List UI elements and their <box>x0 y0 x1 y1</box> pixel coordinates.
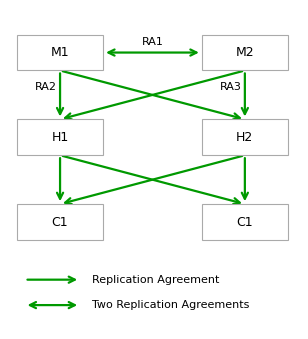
Text: C1: C1 <box>237 216 253 228</box>
Text: M2: M2 <box>236 46 254 59</box>
Text: Replication Agreement: Replication Agreement <box>92 275 220 285</box>
Text: RA1: RA1 <box>141 37 164 47</box>
Text: C1: C1 <box>52 216 68 228</box>
FancyBboxPatch shape <box>17 120 103 155</box>
Text: RA2: RA2 <box>34 82 57 92</box>
Text: H1: H1 <box>51 131 69 144</box>
FancyBboxPatch shape <box>17 35 103 71</box>
FancyBboxPatch shape <box>202 204 288 240</box>
Text: M1: M1 <box>51 46 69 59</box>
Text: H2: H2 <box>236 131 253 144</box>
FancyBboxPatch shape <box>202 120 288 155</box>
FancyBboxPatch shape <box>202 35 288 71</box>
FancyBboxPatch shape <box>17 204 103 240</box>
Text: Two Replication Agreements: Two Replication Agreements <box>92 300 250 310</box>
Text: RA3: RA3 <box>219 82 241 92</box>
